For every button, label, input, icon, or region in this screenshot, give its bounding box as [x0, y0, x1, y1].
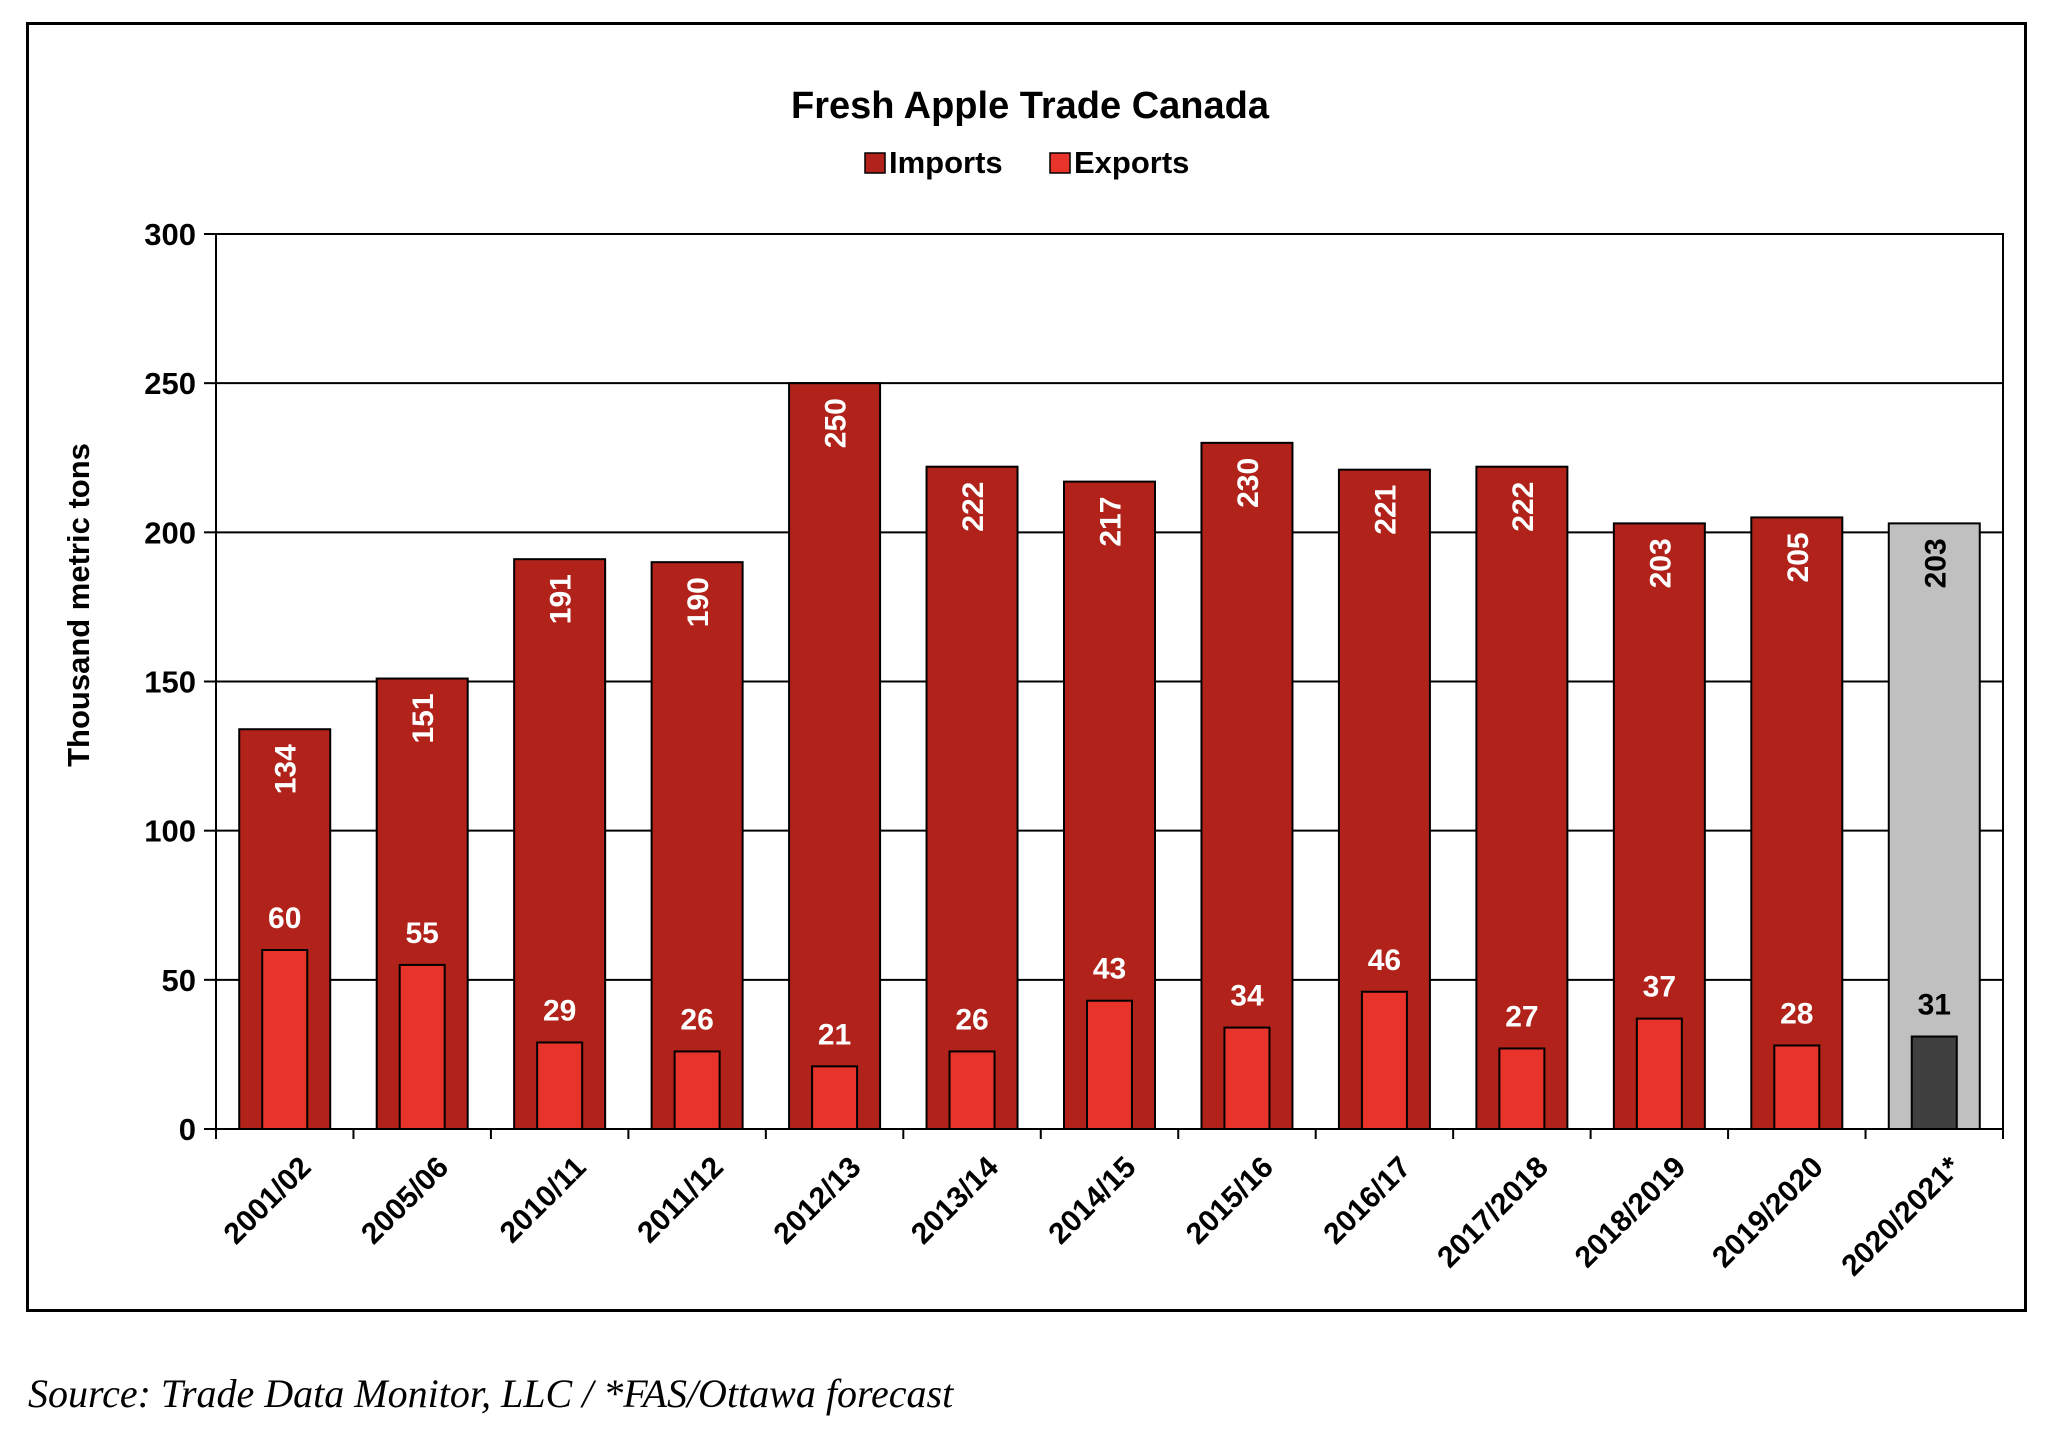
x-tick-label: 2016/17 [1317, 1151, 1417, 1251]
bar-imports [788, 382, 882, 1130]
bar-imports [1475, 465, 1569, 1130]
bar-exports [261, 949, 309, 1130]
y-tick-label: 250 [144, 366, 196, 401]
bar-exports [1910, 1035, 1958, 1130]
legend: Imports Exports [864, 145, 1189, 180]
data-label-exports: 27 [1505, 1000, 1538, 1033]
y-tick-label: 50 [162, 963, 196, 998]
x-tick-label: 2010/11 [494, 1151, 593, 1250]
bar-exports [673, 1050, 721, 1131]
data-label-exports: 34 [1230, 980, 1264, 1013]
data-label-imports: 134 [270, 744, 303, 794]
y-tick-label: 150 [144, 665, 196, 700]
legend-label-exports: Exports [1074, 145, 1189, 180]
x-tick-label: 2018/2019 [1569, 1151, 1693, 1275]
chart-frame: Fresh Apple Trade Canada Imports Exports … [26, 22, 2027, 1312]
bar-exports [1223, 1026, 1271, 1130]
data-label-exports: 31 [1918, 989, 1951, 1022]
bar-imports [1750, 516, 1844, 1130]
bar-exports [1360, 990, 1408, 1130]
data-label-imports: 203 [1919, 538, 1952, 588]
data-label-imports: 250 [820, 398, 853, 448]
y-axis-label: Thousand metric tons [61, 443, 96, 767]
data-label-exports: 21 [818, 1018, 851, 1051]
data-label-imports: 230 [1232, 458, 1265, 508]
data-label-imports: 217 [1095, 497, 1128, 547]
y-tick-label: 300 [144, 217, 196, 252]
x-tick-label: 2001/02 [218, 1151, 318, 1251]
data-label-imports: 205 [1782, 532, 1815, 582]
bar-exports [398, 963, 446, 1131]
data-label-imports: 191 [545, 574, 578, 624]
data-label-exports: 29 [543, 994, 576, 1027]
data-label-imports: 221 [1369, 485, 1402, 535]
data-label-imports: 203 [1644, 538, 1677, 588]
x-tick-label: 2011/12 [631, 1151, 730, 1250]
source-note: Source: Trade Data Monitor, LLC / *FAS/O… [28, 1371, 954, 1416]
data-label-imports: 151 [407, 693, 440, 743]
bar-exports [1086, 999, 1133, 1131]
plot-area [215, 233, 2004, 1130]
bar-exports [811, 1065, 859, 1130]
bar-imports [1200, 441, 1294, 1131]
x-tick-label: 2019/2020 [1706, 1151, 1830, 1275]
legend-label-imports: Imports [889, 145, 1003, 180]
data-label-exports: 60 [268, 902, 301, 935]
y-tick-label: 200 [144, 515, 196, 550]
bar-exports [1773, 1044, 1821, 1131]
data-label-exports: 43 [1093, 953, 1126, 986]
bar-exports [948, 1050, 996, 1131]
data-label-imports: 222 [957, 482, 990, 532]
bar-imports [513, 558, 607, 1130]
bar-imports [650, 561, 744, 1130]
legend-swatch-imports [864, 152, 886, 174]
y-tick-label: 0 [179, 1112, 196, 1147]
data-label-exports: 37 [1643, 971, 1676, 1004]
data-label-exports: 55 [406, 917, 439, 950]
x-tick-label: 2014/15 [1042, 1151, 1142, 1251]
bar-exports [1635, 1017, 1683, 1130]
data-label-exports: 28 [1780, 997, 1813, 1030]
bar-imports [925, 465, 1019, 1130]
data-label-imports: 222 [1507, 482, 1540, 532]
x-tick-label: 2015/16 [1180, 1151, 1280, 1251]
x-tick-label: 2017/2018 [1431, 1151, 1555, 1275]
x-tick-label: 2012/13 [768, 1151, 868, 1251]
data-label-exports: 26 [680, 1003, 713, 1036]
chart: Fresh Apple Trade Canada Imports Exports … [61, 85, 2004, 1282]
x-tick-label: 2013/14 [905, 1150, 1005, 1250]
data-label-exports: 26 [955, 1003, 988, 1036]
x-tick-label: 2005/06 [355, 1151, 455, 1251]
data-label-imports: 190 [682, 577, 715, 627]
bar-exports [536, 1041, 584, 1131]
legend-swatch-exports [1049, 152, 1071, 174]
bar-exports [1498, 1047, 1546, 1131]
y-tick-label: 100 [144, 814, 196, 849]
chart-title: Fresh Apple Trade Canada [791, 85, 1270, 127]
data-label-exports: 46 [1368, 944, 1401, 977]
x-tick-label: 2020/2021* [1835, 1150, 1967, 1282]
